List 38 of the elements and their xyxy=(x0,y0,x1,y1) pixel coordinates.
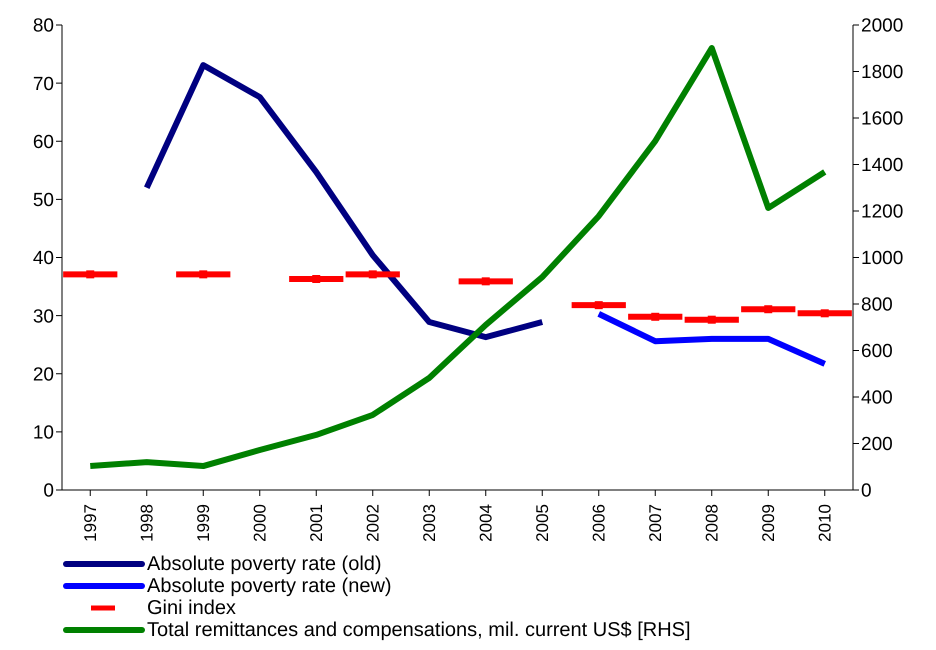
y-tick-label: 10 xyxy=(32,422,54,444)
x-tick-label: 2005 xyxy=(532,504,552,542)
y-tick-label: 80 xyxy=(32,16,54,37)
x-tick-label: 2007 xyxy=(646,504,665,542)
y2-tick-label: 1200 xyxy=(861,202,904,223)
x-tick-label: 2008 xyxy=(702,504,722,542)
y2-tick-label: 1000 xyxy=(861,248,904,270)
x-tick-label: 1999 xyxy=(194,504,213,542)
legend-label: Absolute poverty rate (new) xyxy=(147,575,392,597)
y-tick-label: 20 xyxy=(32,364,54,386)
y-tick-label: 0 xyxy=(43,480,54,502)
x-tick-label: 1997 xyxy=(80,504,100,542)
x-tick-label: 2003 xyxy=(420,504,439,542)
y2-tick-label: 800 xyxy=(861,294,893,316)
x-tick-label: 1998 xyxy=(137,504,156,542)
y-tick-label: 30 xyxy=(32,306,54,328)
legend-label: Gini index xyxy=(147,597,236,619)
legend-label: Absolute poverty rate (old) xyxy=(147,553,382,575)
y-tick-label: 50 xyxy=(32,190,54,212)
y-tick-label: 60 xyxy=(32,132,54,153)
x-tick-label: 2010 xyxy=(815,504,834,542)
x-tick-label: 2009 xyxy=(758,504,778,542)
x-tick-label: 2004 xyxy=(476,504,496,542)
y2-tick-label: 400 xyxy=(861,388,893,409)
y2-tick-label: 2000 xyxy=(861,16,904,37)
y2-tick-label: 200 xyxy=(861,434,893,456)
y2-tick-label: 1400 xyxy=(861,155,904,176)
y2-tick-label: 1800 xyxy=(861,62,904,84)
x-tick-label: 2002 xyxy=(363,504,382,542)
x-tick-label: 2001 xyxy=(306,504,326,542)
legend-label: Total remittances and compensations, mil. current US$ [RHS] xyxy=(147,619,691,641)
y-tick-label: 70 xyxy=(32,74,54,95)
y-tick-label: 40 xyxy=(32,248,54,270)
x-tick-label: 2000 xyxy=(250,504,270,542)
x-tick-label: 2006 xyxy=(589,504,608,542)
y2-tick-label: 1600 xyxy=(861,108,904,130)
y2-tick-label: 0 xyxy=(861,480,872,502)
y2-tick-label: 600 xyxy=(861,341,893,362)
